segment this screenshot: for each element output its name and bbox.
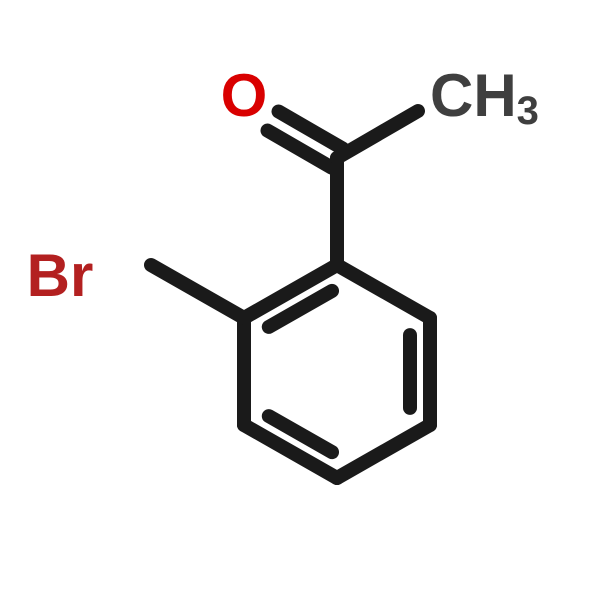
molecule-diagram: O CH3 Br <box>0 0 600 600</box>
atom-label-o: O <box>221 62 268 129</box>
bond <box>337 425 430 478</box>
bond <box>337 111 418 158</box>
atom-label-br: Br <box>27 242 94 309</box>
bond <box>151 265 244 318</box>
bond <box>337 265 430 318</box>
atom-label-ch3: CH3 <box>430 62 539 133</box>
